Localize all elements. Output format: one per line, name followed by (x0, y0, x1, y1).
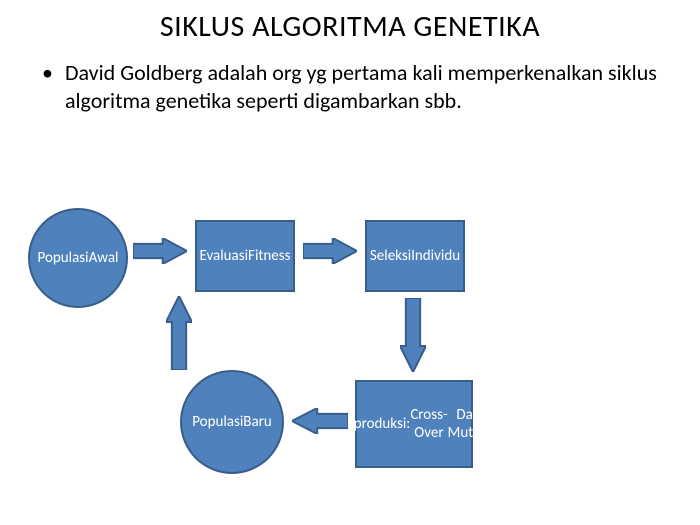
arrow-a4 (292, 408, 348, 434)
node-pop_baru: PopulasiBaru (180, 370, 284, 474)
flow-diagram: PopulasiAwal EvaluasiFitness SeleksiIndivi… (0, 190, 700, 525)
bullet-dot: • (42, 59, 65, 114)
bullet-list: • David Goldberg adalah org yg pertama k… (0, 45, 700, 114)
arrow-a1 (133, 238, 187, 264)
node-pop_awal: PopulasiAwal (28, 208, 128, 308)
bullet-text: David Goldberg adalah org yg pertama kal… (65, 59, 672, 114)
node-seleksi: SeleksiIndividu (365, 220, 465, 292)
bullet-item: • David Goldberg adalah org yg pertama k… (42, 59, 672, 114)
node-reproduksi: Reproduksi:Cross-OverDan Mutasi (355, 380, 473, 468)
node-eval: EvaluasiFitness (195, 220, 295, 292)
page-title: SIKLUS ALGORITMA GENETIKA (0, 0, 700, 45)
arrow-a3 (400, 298, 426, 372)
arrow-a2 (303, 238, 357, 264)
arrow-a5 (166, 296, 192, 370)
